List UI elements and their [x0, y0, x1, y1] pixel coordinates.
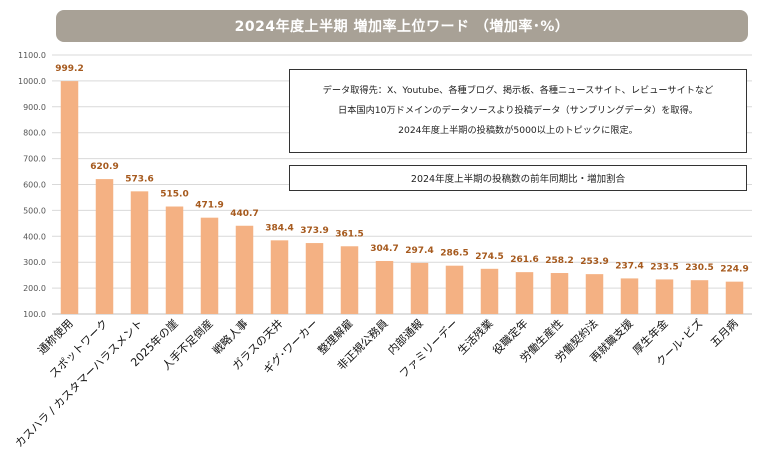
x-tick-label: 生活残業: [455, 316, 496, 357]
bar: [165, 206, 184, 314]
bar: [585, 274, 604, 314]
y-tick-label: 700.0: [23, 155, 46, 164]
data-label: 230.5: [685, 263, 713, 273]
y-tick-label: 200.0: [23, 284, 46, 293]
bar: [200, 217, 219, 314]
note-line-1: データ取得先：X、Youtube、各種ブログ、掲示板、各種ニュースサイト、レビュ…: [322, 85, 714, 96]
data-label: 261.6: [510, 255, 538, 265]
data-label: 237.4: [615, 261, 643, 271]
note-line-2: 日本国内10万ドメインのデータソースより投稿データ（サンプリングデータ）を取得。: [338, 105, 698, 116]
bar: [445, 265, 464, 314]
data-label: 274.5: [475, 252, 503, 262]
y-tick-label: 400.0: [23, 232, 46, 241]
data-source-note: データ取得先：X、Youtube、各種ブログ、掲示板、各種ニュースサイト、レビュ…: [289, 69, 747, 153]
data-label: 233.5: [650, 262, 678, 272]
bar: [655, 279, 674, 314]
data-label: 515.0: [160, 190, 188, 200]
data-label: 620.9: [90, 162, 118, 172]
data-label: 373.9: [300, 226, 328, 236]
y-tick-label: 1000.0: [18, 77, 46, 86]
data-label: 440.7: [230, 209, 258, 219]
bar: [130, 191, 149, 314]
x-tick-label: 五月病: [707, 316, 740, 349]
data-label: 297.4: [405, 246, 433, 256]
bar: [305, 243, 324, 314]
y-tick-label: 1100.0: [18, 51, 46, 60]
bar: [515, 272, 534, 314]
chart-title-bar: 2024年度上半期 増加率上位ワード （増加率･%）: [56, 10, 748, 42]
bar: [235, 225, 254, 314]
y-tick-label: 900.0: [23, 103, 46, 112]
y-tick-label: 300.0: [23, 258, 46, 267]
bar: [725, 281, 744, 314]
data-label: 286.5: [440, 249, 468, 259]
chart-title: 2024年度上半期 増加率上位ワード （増加率･%）: [234, 19, 570, 35]
bar: [95, 179, 114, 314]
y-tick-label: 600.0: [23, 181, 46, 190]
bar: [270, 240, 289, 314]
bar: [60, 81, 79, 314]
metric-description: 2024年度上半期の投稿数の前年同期比・増加割合: [289, 165, 747, 191]
data-label: 573.6: [125, 174, 153, 184]
data-label: 999.2: [55, 64, 83, 74]
note-line-3: 2024年度上半期の投稿数が5000以上のトピックに限定。: [398, 125, 638, 136]
y-tick-label: 100.0: [23, 310, 46, 319]
x-tick-label: カスハラ / カスタマーハラスメント: [12, 317, 145, 450]
bar: [340, 246, 359, 314]
bar: [480, 268, 499, 314]
data-label: 253.9: [580, 257, 608, 267]
bar: [620, 278, 639, 314]
bar: [410, 262, 429, 314]
data-label: 304.7: [370, 244, 398, 254]
data-label: 471.9: [195, 201, 223, 211]
bar: [690, 280, 709, 314]
bar: [375, 260, 394, 314]
x-tick-label: ファミリーデー: [396, 316, 460, 380]
y-tick-label: 800.0: [23, 129, 46, 138]
data-label: 361.5: [335, 229, 363, 239]
y-tick-label: 500.0: [23, 206, 46, 215]
data-label: 384.4: [265, 223, 293, 233]
data-label: 258.2: [545, 256, 573, 266]
data-label: 224.9: [720, 265, 748, 275]
metric-description-text: 2024年度上半期の投稿数の前年同期比・増加割合: [410, 174, 626, 185]
bar: [550, 273, 569, 314]
